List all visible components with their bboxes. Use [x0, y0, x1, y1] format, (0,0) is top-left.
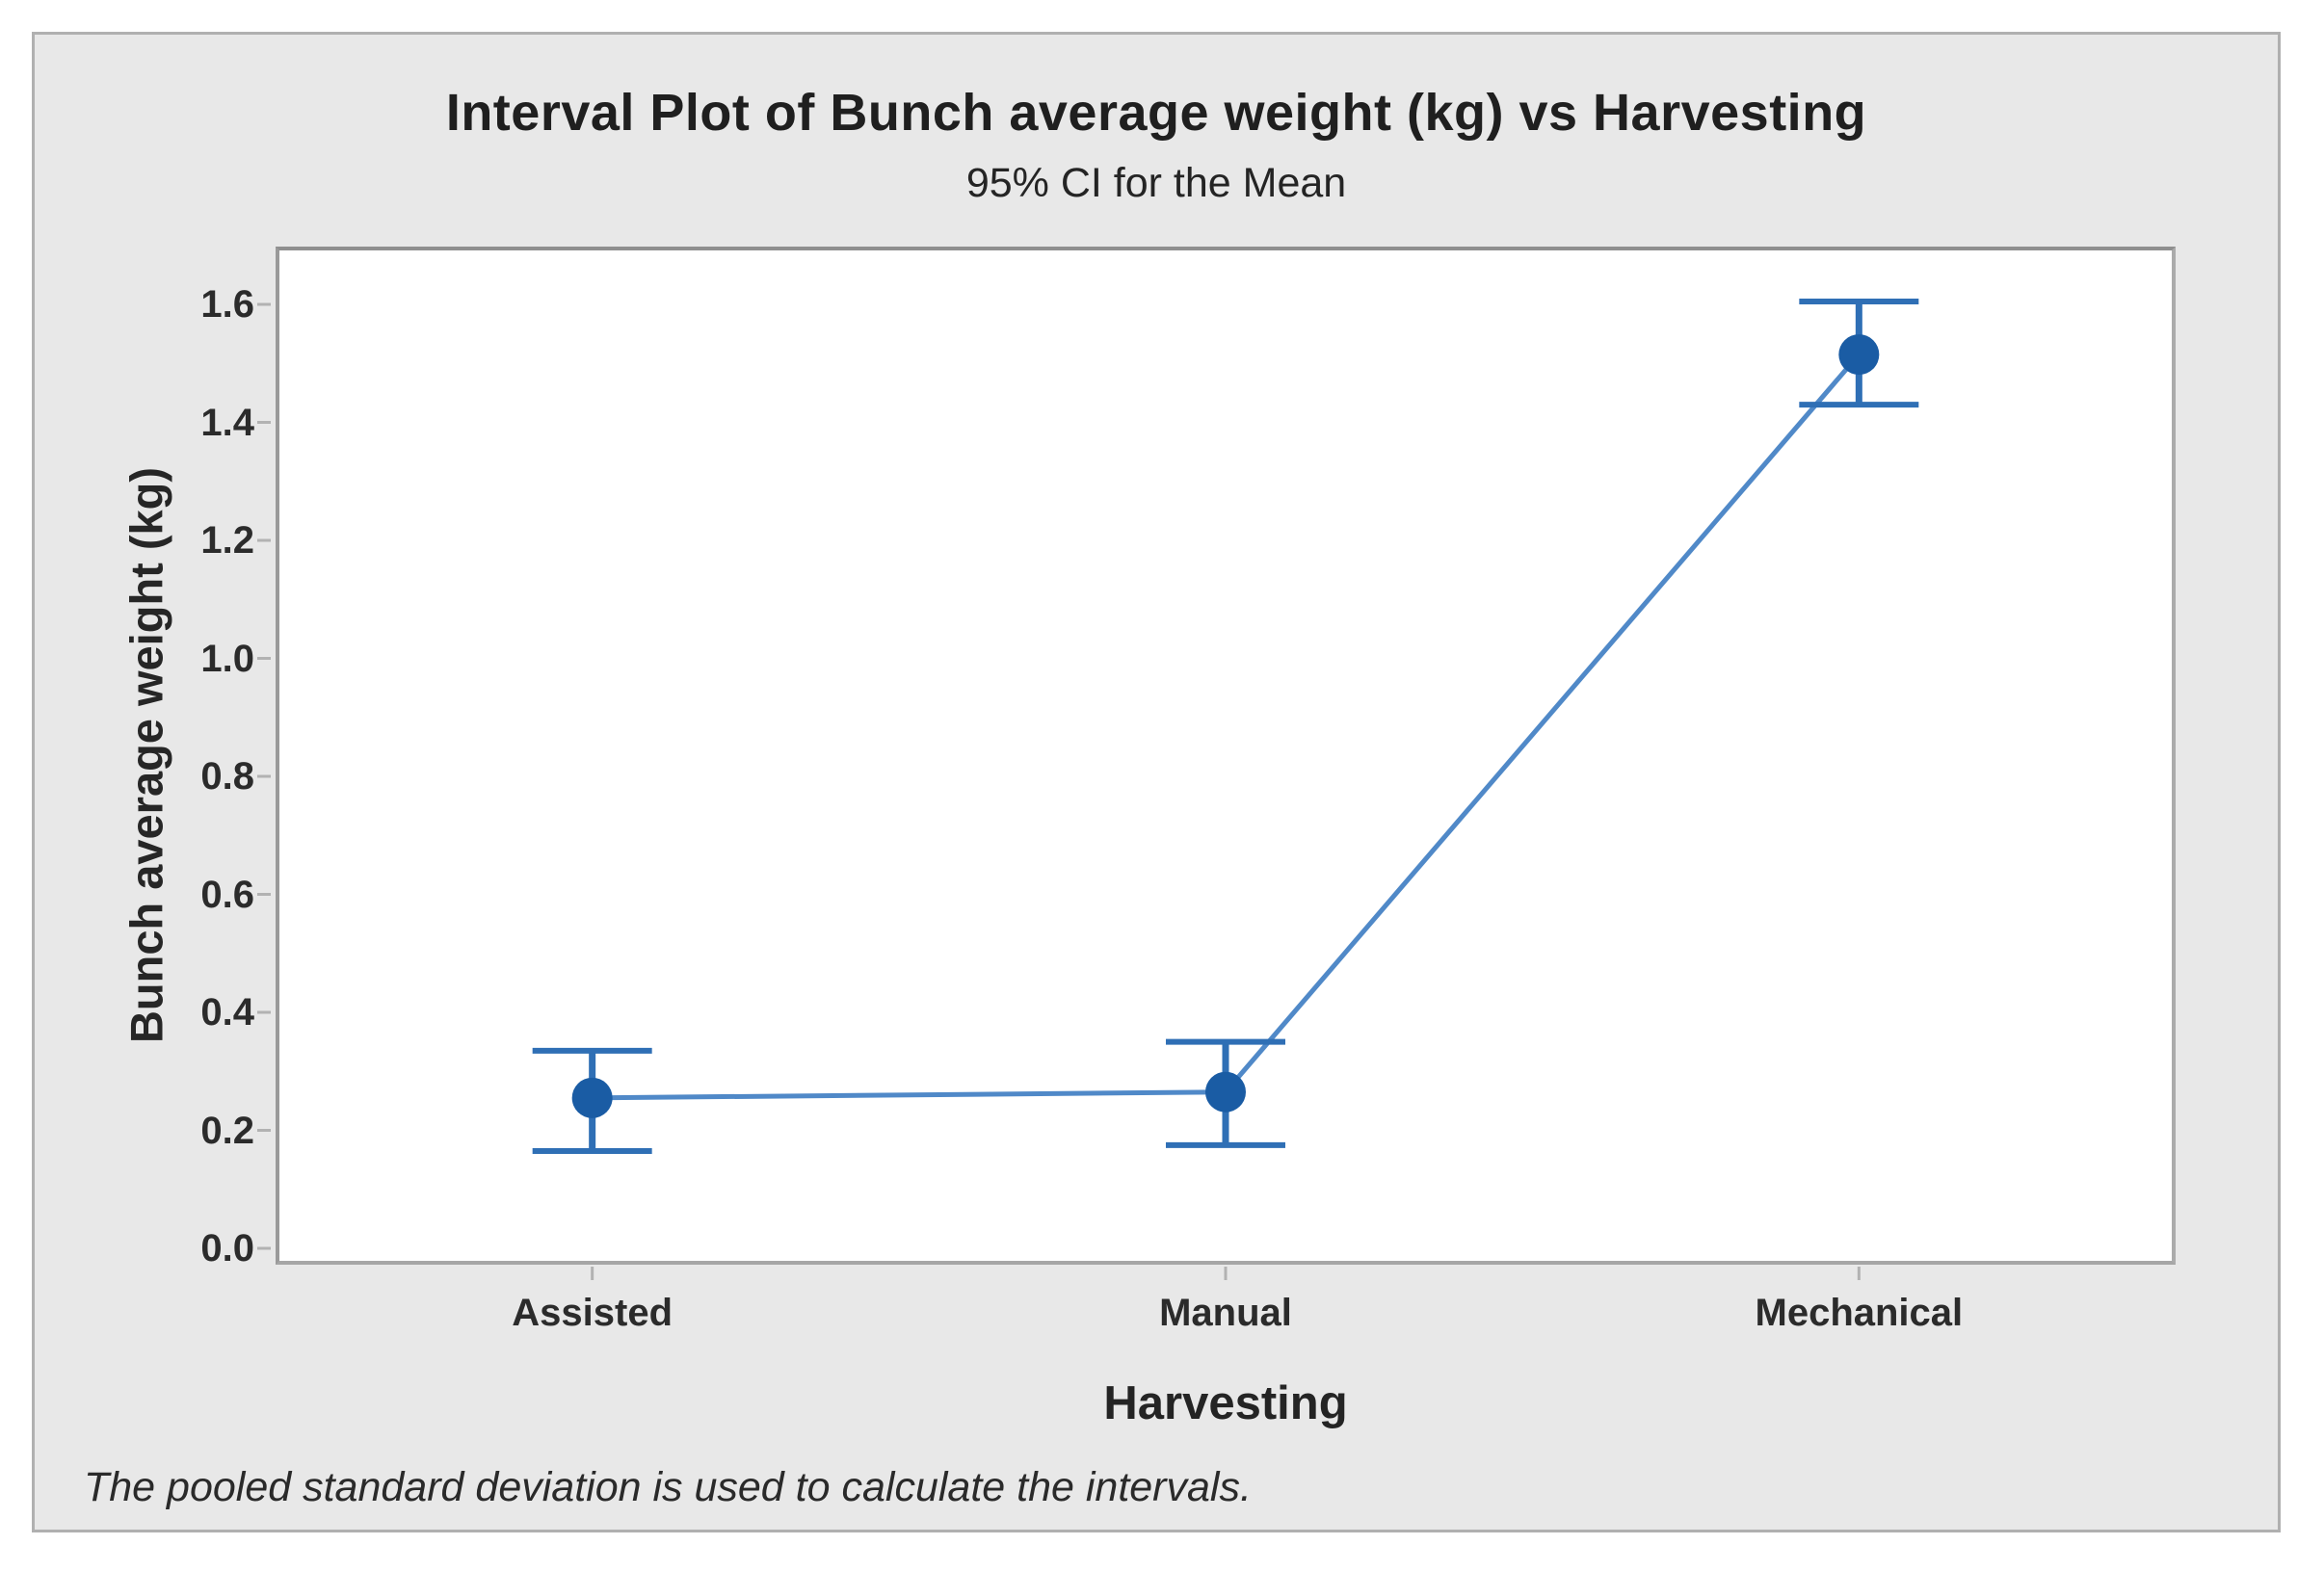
- x-axis-title: Harvesting: [1103, 1377, 1348, 1429]
- mean-connector-line: [590, 352, 1862, 1101]
- chart-title: Interval Plot of Bunch average weight (k…: [445, 84, 1867, 142]
- y-tick-label: 1.2: [200, 519, 254, 562]
- mean-marker-manual: [1205, 1071, 1246, 1113]
- category-label-mechanical: Mechanical: [1755, 1292, 1964, 1334]
- y-tick-label: 1.4: [200, 401, 254, 444]
- y-tick-label: 0.4: [200, 991, 254, 1034]
- category-label-manual: Manual: [1159, 1292, 1292, 1334]
- y-tick-label: 0.8: [200, 755, 254, 798]
- y-tick-label: 1.0: [200, 637, 254, 680]
- mean-marker-assisted: [571, 1077, 613, 1118]
- y-tick-label: 0.2: [200, 1109, 254, 1152]
- graph-panel: Interval Plot of Bunch average weight (k…: [32, 32, 2281, 1532]
- y-tick-label: 1.6: [200, 283, 254, 326]
- chart-canvas: [257, 298, 1919, 1280]
- category-label-assisted: Assisted: [512, 1292, 673, 1334]
- chart-subtitle: 95% CI for the Mean: [965, 160, 1347, 206]
- pooled-stdev-footnote: The pooled standard deviation is used to…: [84, 1464, 1252, 1510]
- y-tick-label: 0.0: [200, 1227, 254, 1270]
- y-tick-label: 0.6: [200, 873, 254, 916]
- mean-marker-mechanical: [1838, 334, 1880, 376]
